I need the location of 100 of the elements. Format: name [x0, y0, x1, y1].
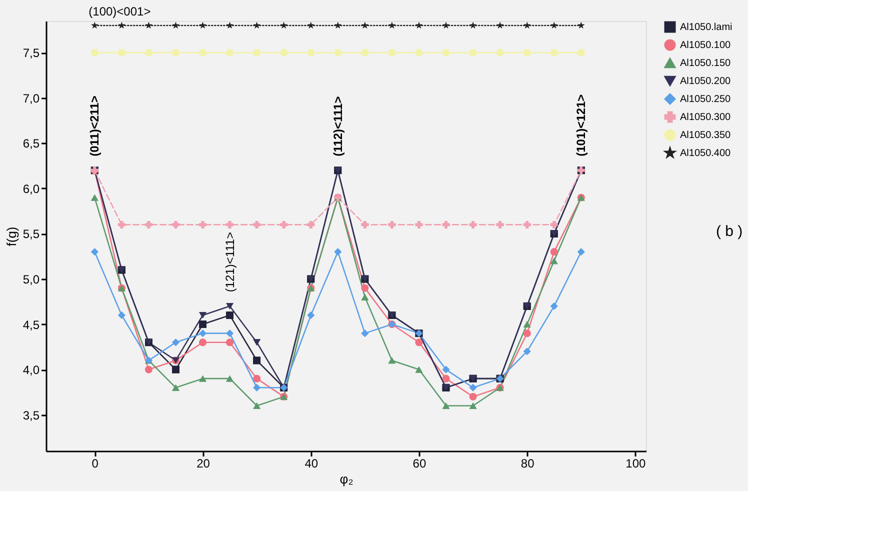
point [577, 48, 585, 56]
legend-label: Al1050.150 [680, 58, 732, 69]
point [145, 22, 152, 29]
legend-label: Al1050.400 [680, 148, 732, 159]
annotation: (121)<111> [222, 232, 237, 292]
point [415, 338, 423, 346]
x-tick-label: 100 [626, 456, 646, 470]
point [442, 22, 450, 29]
point [280, 48, 288, 56]
point [415, 48, 423, 56]
point [91, 22, 98, 29]
y-tick-label: 6,0 [22, 182, 40, 196]
point [253, 48, 261, 56]
point [334, 22, 342, 29]
point [144, 366, 152, 374]
point [361, 330, 369, 338]
point [388, 357, 396, 364]
point [144, 220, 152, 228]
point [470, 22, 477, 29]
point [118, 22, 126, 29]
point [90, 248, 98, 256]
point [172, 366, 180, 374]
point [253, 220, 261, 228]
x-tick-label: 80 [520, 456, 535, 470]
point [307, 220, 315, 228]
point [226, 48, 234, 56]
point [334, 48, 342, 56]
point [388, 220, 396, 228]
point [307, 312, 315, 319]
point [550, 248, 558, 256]
point [226, 312, 234, 319]
point [415, 22, 422, 29]
point [496, 220, 504, 228]
point [361, 284, 369, 292]
point [144, 48, 152, 56]
point [415, 220, 423, 228]
point [442, 374, 450, 382]
legend-label: Al1050.350 [680, 130, 732, 141]
point [90, 48, 98, 56]
point [199, 330, 206, 338]
point [523, 330, 531, 338]
point [172, 338, 180, 346]
annotation: (100)<001> [88, 4, 151, 19]
point [226, 375, 234, 382]
point [577, 248, 585, 256]
point [550, 22, 558, 29]
point [523, 220, 531, 228]
point [280, 220, 288, 228]
point [226, 330, 234, 338]
point [172, 22, 180, 29]
point [253, 356, 261, 364]
point [415, 366, 423, 373]
point [388, 48, 396, 56]
y-tick-label: 5,5 [22, 227, 40, 242]
point [523, 348, 531, 356]
legend-label: Al1050.100 [680, 40, 732, 51]
point [280, 22, 288, 29]
point [253, 22, 260, 29]
point [442, 402, 450, 409]
x-tick-label: 60 [412, 456, 426, 470]
point [361, 22, 368, 29]
point [172, 220, 180, 228]
point [118, 312, 126, 319]
point [442, 366, 450, 374]
point [469, 402, 477, 409]
legend-label: Al1050.lami [680, 22, 732, 33]
point [253, 339, 261, 346]
point [469, 384, 477, 392]
point [578, 22, 585, 29]
point [172, 48, 180, 56]
point [253, 384, 261, 392]
point [361, 294, 369, 300]
y-tick-label: 6,5 [22, 136, 40, 151]
annotation: (112)<111> [330, 96, 345, 156]
point [550, 220, 558, 228]
point [199, 220, 206, 228]
point [307, 48, 315, 56]
point [90, 194, 98, 201]
point [361, 48, 369, 56]
x-tick-label: 20 [196, 456, 210, 470]
point [496, 22, 504, 29]
x-tick-label: 40 [304, 456, 318, 470]
point [199, 338, 206, 346]
point [199, 48, 206, 56]
point [469, 392, 477, 400]
point [361, 220, 369, 228]
point [118, 48, 126, 56]
point [253, 374, 261, 382]
y-tick-label: 4,0 [22, 363, 40, 378]
y-tick-label: 4,5 [22, 318, 40, 332]
point [199, 375, 206, 382]
point [226, 302, 234, 310]
point [172, 384, 180, 391]
point [226, 22, 234, 29]
y-tick-label: 3,5 [22, 408, 40, 422]
annotation: (011)<211> [88, 96, 102, 156]
y-axis-title: f(g) [4, 226, 19, 246]
point [469, 48, 477, 56]
point [550, 258, 558, 264]
point [253, 402, 261, 409]
